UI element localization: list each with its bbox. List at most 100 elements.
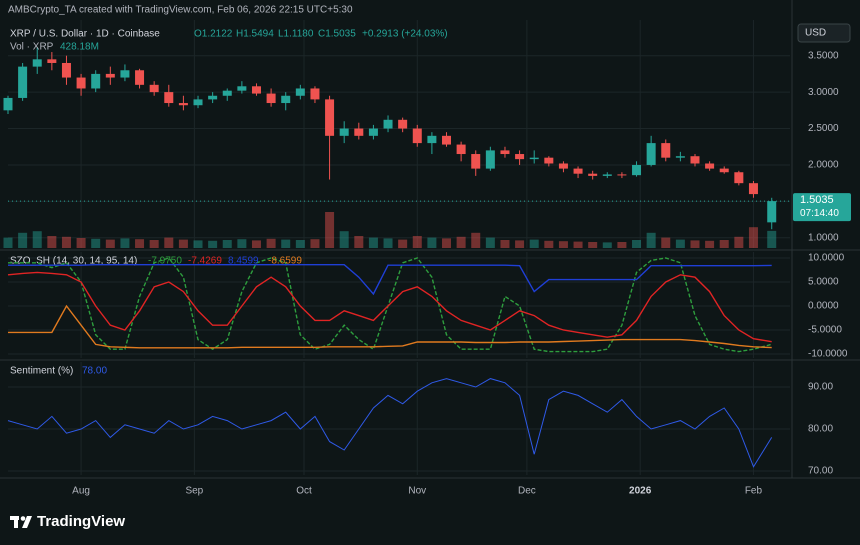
volume-bar <box>383 238 393 248</box>
candle-body <box>135 70 145 85</box>
volume-bar <box>544 240 554 248</box>
volume-bar <box>105 239 115 248</box>
low: L1.1180 <box>278 29 314 40</box>
volume-bar <box>295 240 305 248</box>
volume-bar <box>339 231 349 248</box>
candle-body <box>149 84 159 93</box>
candle-body <box>266 93 276 104</box>
volume-bar <box>178 239 188 248</box>
volume-bar <box>47 236 57 248</box>
candle-body <box>3 97 13 111</box>
logo-part <box>20 516 26 521</box>
x-tick-label: Nov <box>408 486 426 497</box>
candle-body <box>442 135 452 145</box>
candle-body <box>767 201 777 223</box>
volume-bar <box>748 227 758 248</box>
candle-body <box>500 150 510 155</box>
volume-bar <box>515 240 525 248</box>
legend-value: -7.4269 <box>188 256 222 267</box>
volume-bar <box>456 236 466 248</box>
volume-bar <box>251 240 261 248</box>
plot: AugSepOctNovDec2026Feb1.00001.50002.0000… <box>3 20 851 497</box>
currency[interactable]: USD <box>805 28 826 39</box>
y-tick-label: 10.0000 <box>808 253 845 264</box>
y-tick-label: 70.00 <box>808 466 833 477</box>
volume-bar <box>135 239 145 248</box>
candle-body <box>602 174 612 176</box>
candle-body <box>222 90 232 96</box>
volume-bar <box>588 242 598 248</box>
volume-bar <box>442 238 452 248</box>
candle-body <box>471 154 481 169</box>
volume-bar <box>32 231 42 248</box>
price-tag-label: 1.5035 <box>800 194 834 206</box>
volume-bar <box>91 238 101 248</box>
candle-body <box>18 66 28 98</box>
logo-part <box>22 516 32 528</box>
x-tick-label: 2026 <box>629 486 652 497</box>
countdown: 07:14:40 <box>800 208 839 219</box>
series-line <box>8 304 772 349</box>
candle-body <box>120 70 130 78</box>
candle-body <box>456 144 466 155</box>
candle-body <box>690 156 700 164</box>
candle-body <box>339 128 349 136</box>
volume-bar <box>368 237 378 248</box>
currency-button[interactable] <box>797 23 851 43</box>
candle-body <box>719 168 729 173</box>
volume-bar <box>485 237 495 248</box>
candle-body <box>675 156 685 158</box>
volume-bar <box>208 240 218 248</box>
volume-bar <box>646 232 656 248</box>
y-tick-label: 2.0000 <box>808 160 839 171</box>
logo-part <box>14 516 18 528</box>
x-tick-label: Aug <box>72 486 90 497</box>
x-tick-label: Sep <box>185 486 203 497</box>
credit: AMBCrypto_TA created with TradingView.co… <box>8 5 353 16</box>
candle-body <box>105 73 115 78</box>
volume-bar <box>767 230 777 248</box>
y-tick-label: 3.0000 <box>808 87 839 98</box>
candle-body <box>164 92 174 104</box>
candle-body <box>412 128 422 144</box>
candle-body <box>661 143 671 158</box>
y-tick-label: 3.5000 <box>808 50 839 61</box>
series-line <box>7 378 773 468</box>
candle-body <box>398 119 408 129</box>
volume-bar <box>398 239 408 248</box>
volume-bar <box>164 237 174 248</box>
y-tick-label: 80.00 <box>808 424 833 435</box>
candle-body <box>47 59 57 63</box>
y-tick-label: 5.0000 <box>808 277 839 288</box>
legend-value: -8.6599 <box>268 256 302 267</box>
y-tick-label: 90.00 <box>808 382 833 393</box>
legend-value: 8.4599 <box>228 256 259 267</box>
candle-body <box>529 157 539 160</box>
volume-bar <box>120 238 130 248</box>
volume-bar <box>705 240 715 248</box>
volume-bar <box>617 242 627 248</box>
open: O1.2122 <box>194 29 233 40</box>
candle-body <box>368 128 378 136</box>
volume-bar <box>76 238 86 248</box>
volume-bar <box>675 239 685 248</box>
y-tick-label: -5.0000 <box>808 325 842 336</box>
volume-bar <box>222 240 232 248</box>
candle-body <box>281 95 291 104</box>
volume-bar <box>310 239 320 248</box>
volume-bar <box>237 239 247 248</box>
x-tick-label: Dec <box>518 486 536 497</box>
volume-bar <box>427 237 437 248</box>
volume-bar <box>18 232 28 248</box>
candle-body <box>76 77 86 89</box>
x-tick-label: Feb <box>745 486 763 497</box>
volume-bar <box>529 239 539 248</box>
high: H1.5494 <box>236 29 274 40</box>
series-line <box>7 271 772 343</box>
change: +0.2913 (+24.03%) <box>362 29 448 40</box>
volume-bar <box>500 240 510 248</box>
candle-body <box>354 128 364 136</box>
volume-bar <box>690 240 700 248</box>
